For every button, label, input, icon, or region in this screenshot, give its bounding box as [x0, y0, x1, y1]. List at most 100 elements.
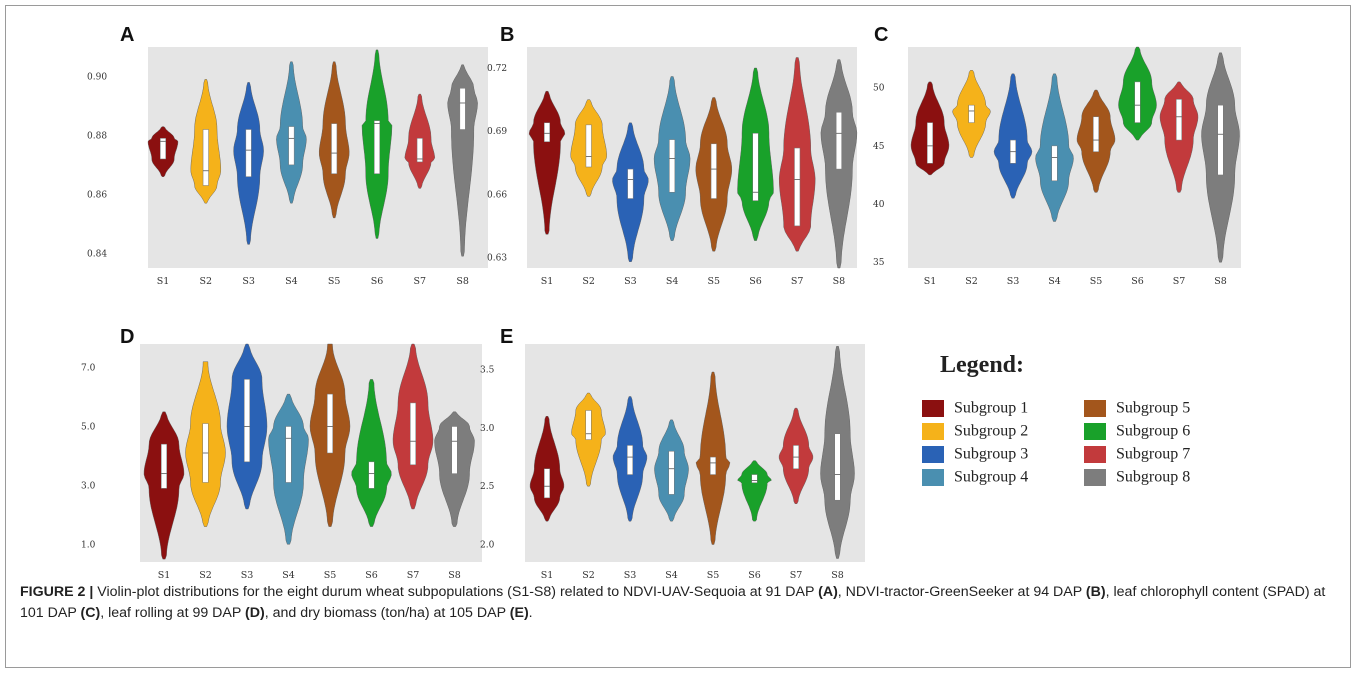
legend-swatch	[1084, 468, 1106, 486]
x-tick-label: S8	[831, 570, 844, 581]
legend-label: Subgroup 4	[954, 468, 1029, 486]
box-s5	[331, 123, 338, 174]
violin-s6	[737, 460, 772, 522]
y-tick-label: 5.0	[81, 422, 96, 432]
box-s8	[1217, 104, 1224, 176]
figure-caption: FIGURE 2 | Violin-plot distributions for…	[20, 582, 1340, 624]
x-tick-label: S7	[1173, 276, 1186, 287]
box-s1	[927, 122, 933, 164]
box-s4	[668, 451, 675, 495]
y-tick-label: 3.0	[480, 424, 495, 434]
x-tick-label: S6	[748, 570, 761, 581]
box-s5	[710, 456, 716, 475]
legend-item-subgroup-7: Subgroup 7	[1084, 445, 1190, 463]
x-tick-label: S7	[790, 570, 803, 581]
box-s2	[968, 104, 975, 123]
box-s7	[416, 138, 423, 163]
legend-item-subgroup-8: Subgroup 8	[1084, 468, 1190, 486]
box-s4	[669, 139, 676, 193]
x-tick-label: S2	[582, 570, 595, 581]
y-tick-label: 50	[873, 84, 885, 94]
y-tick-label: 0.66	[487, 190, 507, 200]
box-s3	[627, 168, 634, 199]
y-tick-label: 0.86	[87, 190, 107, 200]
legend-swatch	[1084, 445, 1106, 463]
box-s6	[751, 474, 758, 483]
x-tick-label: S5	[324, 570, 337, 581]
legend-item-subgroup-2: Subgroup 2	[922, 422, 1028, 440]
box-s3	[244, 379, 250, 463]
box-s4	[285, 426, 292, 483]
x-tick-label: S3	[1007, 276, 1020, 287]
y-tick-label: 35	[873, 258, 885, 268]
legend-item-subgroup-4: Subgroup 4	[922, 468, 1028, 486]
x-tick-label: S1	[157, 276, 170, 287]
legend-label: Subgroup 3	[954, 445, 1029, 463]
legend-item-subgroup-1: Subgroup 1	[922, 399, 1028, 417]
x-tick-label: S3	[624, 570, 637, 581]
panel-letter-b: B	[500, 24, 515, 46]
box-s4	[288, 126, 295, 166]
panel-letter-d: D	[120, 326, 135, 348]
x-tick-label: S5	[707, 570, 720, 581]
x-tick-label: S4	[285, 276, 298, 287]
violin-s1	[528, 91, 566, 235]
box-s2	[585, 124, 592, 168]
box-s4	[1051, 145, 1058, 182]
box-s6	[752, 133, 759, 201]
x-tick-label: S1	[541, 276, 554, 287]
panel-letter-e: E	[500, 326, 514, 348]
x-tick-label: S1	[924, 276, 937, 287]
x-tick-label: S4	[282, 570, 295, 581]
legend-swatch	[1084, 422, 1106, 440]
x-tick-label: S3	[242, 276, 255, 287]
x-tick-label: S1	[541, 570, 554, 581]
x-tick-label: S5	[708, 276, 721, 287]
y-tick-label: 45	[873, 142, 885, 152]
box-s2	[202, 129, 209, 186]
caption-ref: (A)	[818, 584, 838, 600]
box-s7	[410, 402, 416, 466]
legend-label: Subgroup 8	[1116, 468, 1191, 486]
x-tick-label: S2	[199, 570, 212, 581]
legend-swatch	[922, 445, 944, 463]
x-tick-label: S8	[448, 570, 461, 581]
box-s8	[459, 88, 466, 130]
caption-ref: (D)	[245, 605, 265, 621]
x-tick-label: S1	[158, 570, 171, 581]
y-tick-label: 0.90	[87, 72, 107, 82]
x-tick-label: S3	[624, 276, 637, 287]
violin-s8	[447, 64, 478, 257]
caption-text: , and dry biomass (ton/ha) at 105 DAP	[264, 605, 510, 621]
y-tick-label: 0.84	[87, 249, 107, 259]
caption-text: , leaf rolling at 99 DAP	[100, 605, 246, 621]
box-s7	[794, 147, 801, 227]
x-tick-label: S4	[666, 276, 679, 287]
x-tick-label: S5	[1090, 276, 1103, 287]
x-tick-label: S5	[328, 276, 341, 287]
box-s8	[835, 111, 842, 170]
caption-ref: (B)	[1085, 584, 1106, 600]
y-tick-label: 0.63	[487, 253, 507, 263]
x-tick-label: S6	[365, 570, 378, 581]
box-s1	[160, 138, 166, 160]
box-s1	[161, 443, 167, 489]
legend-label: Subgroup 2	[954, 422, 1029, 440]
box-s8	[451, 426, 458, 474]
x-tick-label: S7	[407, 570, 420, 581]
legend-swatch	[922, 399, 944, 417]
y-tick-label: 3.0	[81, 481, 96, 491]
legend-swatch	[922, 422, 944, 440]
x-tick-label: S3	[241, 570, 254, 581]
box-s6	[1134, 81, 1141, 123]
legend-item-subgroup-5: Subgroup 5	[1084, 399, 1190, 417]
panel-letter-a: A	[120, 24, 135, 46]
box-s3	[627, 445, 633, 475]
y-tick-label: 7.0	[81, 364, 96, 374]
x-tick-label: S7	[791, 276, 804, 287]
